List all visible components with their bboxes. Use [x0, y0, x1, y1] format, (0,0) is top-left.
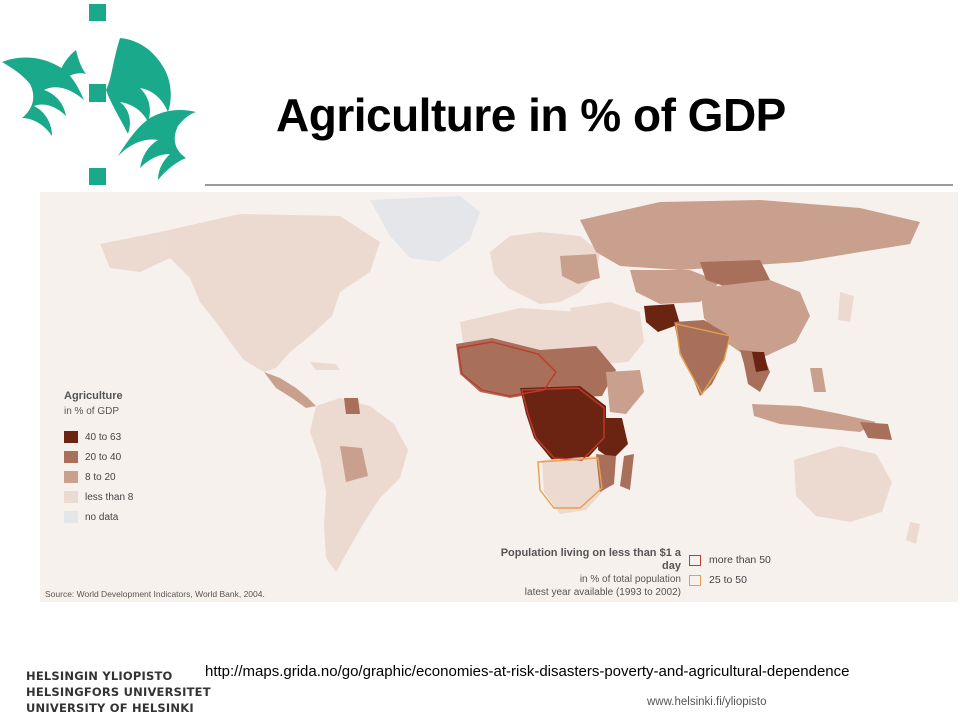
north-america	[160, 214, 380, 372]
mongolia	[700, 260, 770, 288]
legend-swatch	[64, 471, 78, 483]
philippines	[810, 368, 826, 392]
india	[674, 320, 730, 396]
poverty-legend-item: more than 50	[689, 550, 771, 570]
poverty-outline-southern-africa	[537, 457, 603, 509]
source-url-link[interactable]: http://maps.grida.no/go/graphic/economie…	[205, 663, 850, 680]
indonesia	[752, 404, 876, 432]
legend-item: 40 to 63	[64, 427, 204, 447]
bolivia-paraguay	[340, 446, 368, 482]
wordmark-line-en: UNIVERSITY OF HELSINKI	[26, 701, 194, 715]
agriculture-legend: Agriculture in % of GDP 40 to 63 20 to 4…	[64, 390, 204, 527]
central-asia	[630, 270, 720, 304]
europe	[490, 232, 600, 304]
world-map	[40, 192, 958, 602]
laos-cambodia	[752, 352, 768, 372]
east-africa	[598, 418, 628, 460]
poverty-outline-central-africa	[521, 387, 605, 461]
new-zealand	[906, 522, 920, 544]
russia	[580, 200, 920, 270]
wordmark-line-fi: HELSINGIN YLIOPISTO	[26, 669, 173, 683]
title-divider	[205, 184, 953, 186]
footer-site: www.helsinki.fi/yliopisto	[647, 696, 767, 708]
caribbean	[310, 362, 340, 370]
legend-item: 20 to 40	[64, 447, 204, 467]
poverty-legend-label: more than 50	[709, 554, 771, 566]
source-note: Source: World Development Indicators, Wo…	[45, 589, 265, 599]
legend-swatch	[64, 511, 78, 523]
poverty-legend-item: 25 to 50	[689, 570, 771, 590]
poverty-legend-title: Population living on less than $1 a day	[500, 547, 681, 572]
poverty-legend-swatch	[689, 554, 701, 566]
legend-label: 40 to 63	[85, 431, 122, 443]
greenland	[370, 196, 480, 262]
legend-swatch	[64, 431, 78, 443]
central-america	[264, 372, 316, 408]
legend-item: less than 8	[64, 487, 204, 507]
south-america	[310, 398, 408, 572]
poverty-legend-swatch	[689, 574, 701, 586]
legend-swatch	[64, 451, 78, 463]
legend-label: less than 8	[85, 491, 134, 503]
legend-label: 20 to 40	[85, 451, 122, 463]
university-wordmark: HELSINGIN YLIOPISTO HELSINGFORS UNIVERSI…	[26, 668, 211, 716]
poverty-legend-line3: latest year available (1993 to 2002)	[524, 587, 681, 598]
guyana	[344, 398, 360, 414]
legend-subtitle: in % of GDP	[64, 406, 120, 417]
legend-label: 8 to 20	[85, 471, 116, 483]
horn-of-africa	[606, 370, 644, 414]
poverty-outline-west-africa	[457, 341, 557, 397]
wordmark-line-sv: HELSINGFORS UNIVERSITET	[26, 685, 211, 699]
legend-title: Agriculture	[64, 390, 123, 402]
afghanistan	[644, 304, 680, 332]
eastern-europe	[560, 254, 600, 284]
australia	[794, 446, 892, 522]
poverty-legend-label: 25 to 50	[709, 574, 747, 586]
japan	[838, 292, 854, 322]
university-flame-logo	[0, 0, 200, 190]
alaska	[100, 232, 170, 272]
poverty-outline-south-asia	[675, 323, 731, 396]
papua-new-guinea	[860, 422, 892, 440]
legend-item: no data	[64, 507, 204, 527]
legend-swatch	[64, 491, 78, 503]
legend-label: no data	[85, 511, 119, 523]
slide-title: Agriculture in % of GDP	[276, 89, 786, 141]
poverty-legend-line2: in % of total population	[579, 574, 681, 585]
poverty-legend-text: Population living on less than $1 a day …	[497, 547, 681, 599]
poverty-legend-keys: more than 50 25 to 50	[689, 550, 771, 590]
sahel-east	[540, 346, 616, 398]
central-africa	[520, 386, 606, 462]
legend-item: 8 to 20	[64, 467, 204, 487]
madagascar	[620, 454, 634, 490]
